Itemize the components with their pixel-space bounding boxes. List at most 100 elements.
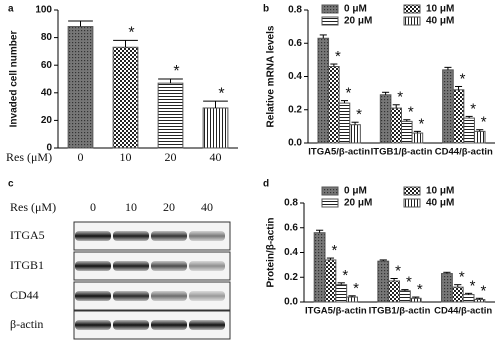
legend-label: 40 μM xyxy=(426,198,454,209)
lane-label: 0 xyxy=(90,200,96,214)
bar xyxy=(377,260,390,303)
panel-label: d xyxy=(263,179,269,190)
blot-band xyxy=(113,320,149,330)
x-tick-label: CD44/β-actin xyxy=(434,306,492,317)
bar xyxy=(442,69,454,144)
significance: * xyxy=(418,115,424,132)
bar xyxy=(324,259,337,303)
x-tick-label: CD44/β-actin xyxy=(435,147,493,158)
significance: * xyxy=(173,63,179,80)
x-tick-label: 20 xyxy=(165,150,177,164)
blot-band xyxy=(189,261,225,271)
x-tick-label: 40 xyxy=(210,150,222,164)
bar xyxy=(390,107,402,144)
error-bar xyxy=(401,289,409,291)
significance: * xyxy=(128,25,134,42)
lane-label: 10 xyxy=(125,200,137,214)
blot-band xyxy=(151,320,187,330)
bar xyxy=(328,66,340,144)
blot-band xyxy=(151,291,187,301)
significance: * xyxy=(460,70,466,87)
legend-swatch xyxy=(321,198,339,208)
error-bar xyxy=(403,119,411,122)
significance: * xyxy=(346,85,352,102)
error-bar xyxy=(464,292,473,295)
y-tick-label: 0.4 xyxy=(284,247,298,258)
legend-label: 10 μM xyxy=(426,4,454,15)
significance: * xyxy=(331,242,337,259)
significance: * xyxy=(470,277,476,294)
error-bar xyxy=(412,296,420,299)
bar xyxy=(67,26,94,149)
significance: * xyxy=(480,282,486,299)
error-bar xyxy=(319,34,327,39)
x-tick-label: ITGB1/β-actin xyxy=(369,306,431,317)
blot-band xyxy=(75,291,111,301)
y-tick-label: 0.2 xyxy=(288,104,302,115)
error-bar xyxy=(392,104,400,109)
bar xyxy=(335,284,348,303)
bar xyxy=(317,37,330,144)
bar xyxy=(202,107,229,149)
y-tick-label: 100 xyxy=(35,5,52,16)
lane-label: 40 xyxy=(201,200,213,214)
legend-label: 20 μM xyxy=(344,198,372,209)
row-label: β-actin xyxy=(10,317,43,331)
error-bar xyxy=(465,115,473,119)
lane-label: 20 xyxy=(163,200,175,214)
error-bar xyxy=(444,66,452,70)
legend-swatch xyxy=(321,4,339,14)
bar xyxy=(349,124,361,144)
bar xyxy=(346,296,358,303)
panel-label: b xyxy=(263,4,269,15)
legend-swatch xyxy=(403,186,421,196)
bar xyxy=(452,89,465,144)
bar xyxy=(157,82,184,149)
y-axis-label: Protein/β-actin xyxy=(266,218,277,288)
significance: * xyxy=(397,89,403,106)
significance: * xyxy=(417,281,423,298)
significance: * xyxy=(353,280,359,297)
blot-band xyxy=(189,320,225,330)
y-tick-label: 80 xyxy=(41,32,53,43)
y-tick-label: 0.0 xyxy=(284,297,298,308)
error-bar xyxy=(340,100,348,104)
significance: * xyxy=(406,274,412,291)
bar xyxy=(441,273,453,303)
significance: * xyxy=(459,269,465,286)
legend-swatch xyxy=(403,198,421,208)
error-bar xyxy=(443,271,451,274)
row-label: ITGA5 xyxy=(10,228,45,242)
error-bar xyxy=(476,129,484,132)
x-tick-label: ITGB1/β-actin xyxy=(371,147,433,158)
bar xyxy=(411,132,424,144)
x-tick-label: ITGA5/β-actin xyxy=(305,306,367,317)
y-tick-label: 0 xyxy=(46,143,52,154)
blot-band xyxy=(189,231,225,241)
row-label: CD44 xyxy=(10,288,39,302)
blot-band xyxy=(113,291,149,301)
significance: * xyxy=(470,100,476,117)
blot-band xyxy=(113,261,149,271)
error-bar xyxy=(348,295,356,298)
bar xyxy=(313,232,326,303)
significance: * xyxy=(395,262,401,279)
y-tick-label: 0.4 xyxy=(288,71,302,82)
bar xyxy=(409,297,422,303)
legend-label: 0 μM xyxy=(344,4,367,15)
error-bar xyxy=(326,257,335,260)
error-bar xyxy=(475,297,484,300)
significance: * xyxy=(218,85,224,102)
bar xyxy=(338,102,351,144)
bar xyxy=(451,286,464,303)
error-bar xyxy=(337,282,345,285)
blot-band xyxy=(113,231,149,241)
significance: * xyxy=(335,48,341,65)
error-bar xyxy=(203,100,228,108)
error-bar xyxy=(454,284,462,288)
blot-band xyxy=(151,261,187,271)
significance: * xyxy=(408,104,414,121)
significance: * xyxy=(342,267,348,284)
error-bar xyxy=(68,20,93,27)
